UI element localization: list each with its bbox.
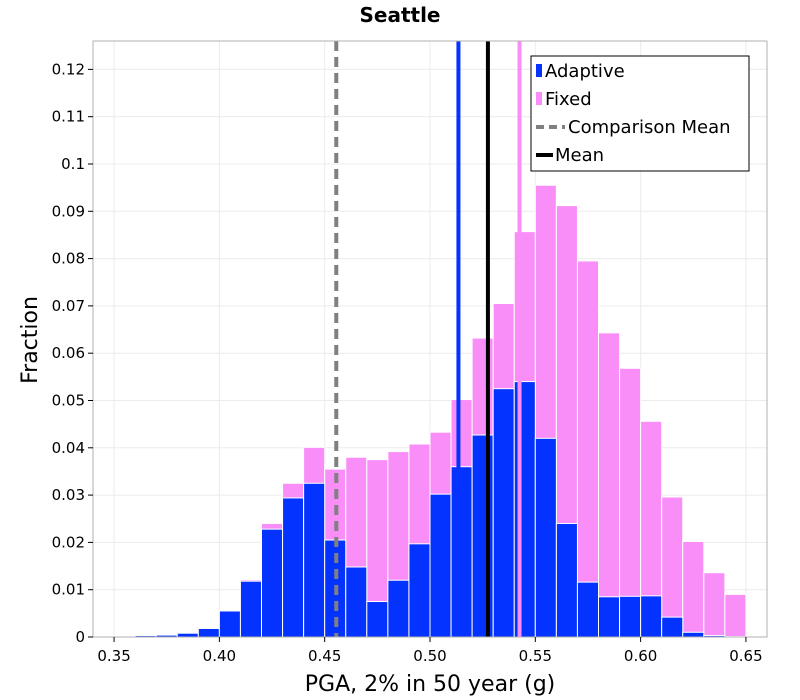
y-tick-label-4: 0.04 [52,439,85,457]
adaptive-bar-25 [640,595,663,638]
adaptive-bar-8 [282,497,305,638]
adaptive-bar-19 [513,381,536,638]
y-tick-label-12: 0.12 [52,60,85,78]
adaptive-bar-24 [619,595,642,638]
adaptive-bar-6 [239,580,262,638]
x-tick-label-1: 0.40 [203,647,236,665]
fixed-bar-27 [682,540,705,638]
adaptive-bar-16 [450,466,473,638]
fixed-bar-23 [598,332,621,638]
x-axis-ticks: 0.35 0.40 0.45 0.50 0.55 0.60 0.65 [97,637,763,665]
adaptive-bar-26 [661,616,684,638]
adaptive-bar-12 [366,601,389,638]
adaptive-bar-13 [387,579,410,638]
legend-label-fixed: Fixed [545,89,592,110]
adaptive-bar-9 [303,482,326,638]
legend: Adaptive Fixed Comparison Mean Mean [530,55,750,172]
adaptive-bar-20 [534,437,557,638]
x-tick-label-0: 0.35 [97,647,130,665]
x-tick-label-6: 0.65 [729,647,762,665]
legend-swatch-adaptive [536,64,542,77]
y-tick-label-8: 0.08 [52,250,85,268]
adaptive-bar-22 [576,581,599,638]
y-tick-label-9: 0.09 [52,202,85,220]
adaptive-bar-27 [682,631,705,638]
fixed-bar-29 [724,593,747,638]
fixed-bar-22 [576,260,599,638]
adaptive-bar-7 [261,528,284,638]
mean-lines [334,41,522,637]
legend-box [530,55,750,172]
x-tick-label-4: 0.55 [519,647,552,665]
y-axis-ticks: 0 0.01 0.02 0.03 0.04 0.05 0.06 0.07 0.08 0.09 0.1… [52,60,93,646]
x-tick-label-5: 0.60 [624,647,657,665]
fixed-bar-26 [661,496,684,638]
legend-label-mean: Mean [555,145,604,166]
adaptive-bar-21 [555,522,578,638]
adaptive-bar-23 [598,596,621,638]
adaptive-bar-17 [471,434,494,638]
y-tick-label-10: 0.1 [61,155,85,173]
y-tick-label-6: 0.06 [52,344,85,362]
adaptive-bar-3 [176,632,199,638]
fixed-bar-28 [703,572,726,638]
x-tick-label-2: 0.45 [308,647,341,665]
y-tick-label-11: 0.11 [52,108,85,126]
x-tick-label-3: 0.50 [413,647,446,665]
legend-label-comparison-mean: Comparison Mean [568,117,731,138]
y-tick-label-1: 0.01 [52,581,85,599]
chart-title: Seattle [359,3,440,27]
adaptive-bar-14 [408,543,431,638]
legend-swatch-fixed [536,92,542,105]
y-tick-label-3: 0.03 [52,486,85,504]
adaptive-bar-18 [492,388,515,638]
adaptive-bar-5 [218,610,241,638]
adaptive-bar-4 [197,627,220,638]
y-tick-label-0: 0 [75,628,85,646]
y-tick-label-2: 0.02 [52,533,85,551]
y-axis-label: Fraction [18,296,43,384]
adaptive-bar-11 [345,566,368,638]
legend-label-adaptive: Adaptive [545,61,625,82]
y-tick-label-7: 0.07 [52,297,85,315]
adaptive-bar-15 [429,493,452,638]
y-tick-label-5: 0.05 [52,391,85,409]
x-axis-label: PGA, 2% in 50 year (g) [305,672,556,697]
